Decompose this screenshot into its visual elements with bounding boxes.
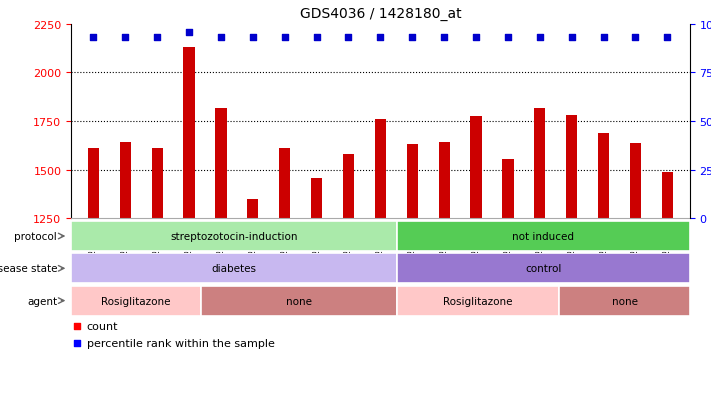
Point [598, 35, 609, 42]
Text: protocol: protocol [14, 231, 57, 242]
Text: percentile rank within the sample: percentile rank within the sample [87, 338, 274, 348]
Bar [503, 160, 513, 219]
Point [151, 35, 163, 42]
Bar [662, 172, 673, 219]
Point [87, 35, 99, 42]
Point [630, 35, 641, 42]
Bar [88, 149, 99, 219]
Bar [407, 145, 418, 219]
Bar [566, 116, 577, 219]
Text: control: control [525, 263, 562, 274]
Point [279, 35, 290, 42]
Point [502, 35, 513, 42]
Bar [397, 221, 690, 251]
Bar [560, 286, 690, 316]
Point [215, 35, 227, 42]
Text: disease state: disease state [0, 263, 57, 274]
Text: none: none [286, 296, 312, 306]
Text: Rosiglitazone: Rosiglitazone [443, 296, 513, 306]
Bar [397, 286, 560, 316]
Bar [343, 155, 354, 219]
Point [119, 35, 131, 42]
Text: Rosiglitazone: Rosiglitazone [102, 296, 171, 306]
Text: not induced: not induced [512, 231, 574, 242]
Bar [397, 254, 690, 284]
Bar [534, 108, 545, 219]
Point [314, 256, 326, 263]
Point [662, 35, 673, 42]
Bar [311, 178, 322, 219]
Bar [279, 149, 290, 219]
Point [343, 35, 354, 42]
Point [311, 35, 322, 42]
Bar [630, 143, 641, 219]
Bar [247, 199, 258, 219]
Point [375, 35, 386, 42]
Point [407, 35, 418, 42]
Bar [71, 286, 201, 316]
Text: count: count [87, 322, 118, 332]
Bar [71, 254, 397, 284]
Point [534, 35, 545, 42]
Point [566, 35, 577, 42]
Text: streptozotocin-induction: streptozotocin-induction [170, 231, 298, 242]
Title: GDS4036 / 1428180_at: GDS4036 / 1428180_at [299, 7, 461, 21]
Text: none: none [611, 296, 638, 306]
Text: agent: agent [27, 296, 57, 306]
Bar [201, 286, 397, 316]
Point [439, 35, 450, 42]
Bar [119, 142, 131, 219]
Bar [439, 142, 450, 219]
Bar [151, 149, 163, 219]
Point [247, 35, 259, 42]
Bar [71, 221, 397, 251]
Point [471, 35, 482, 42]
Bar [183, 48, 195, 219]
Bar [598, 133, 609, 219]
Bar [375, 120, 386, 219]
Point [314, 107, 326, 113]
Point [183, 29, 195, 36]
Text: diabetes: diabetes [211, 263, 257, 274]
Bar [471, 117, 481, 219]
Bar [215, 108, 227, 219]
